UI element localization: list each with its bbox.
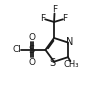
Text: F: F — [40, 14, 45, 23]
Text: CH₃: CH₃ — [63, 60, 79, 69]
Text: Cl: Cl — [13, 45, 22, 54]
Text: S: S — [49, 58, 55, 68]
Text: N: N — [66, 37, 74, 47]
Text: O: O — [28, 33, 35, 42]
Text: O: O — [28, 57, 35, 67]
Text: S: S — [29, 45, 35, 55]
Text: F: F — [63, 14, 68, 23]
Text: F: F — [52, 5, 57, 14]
